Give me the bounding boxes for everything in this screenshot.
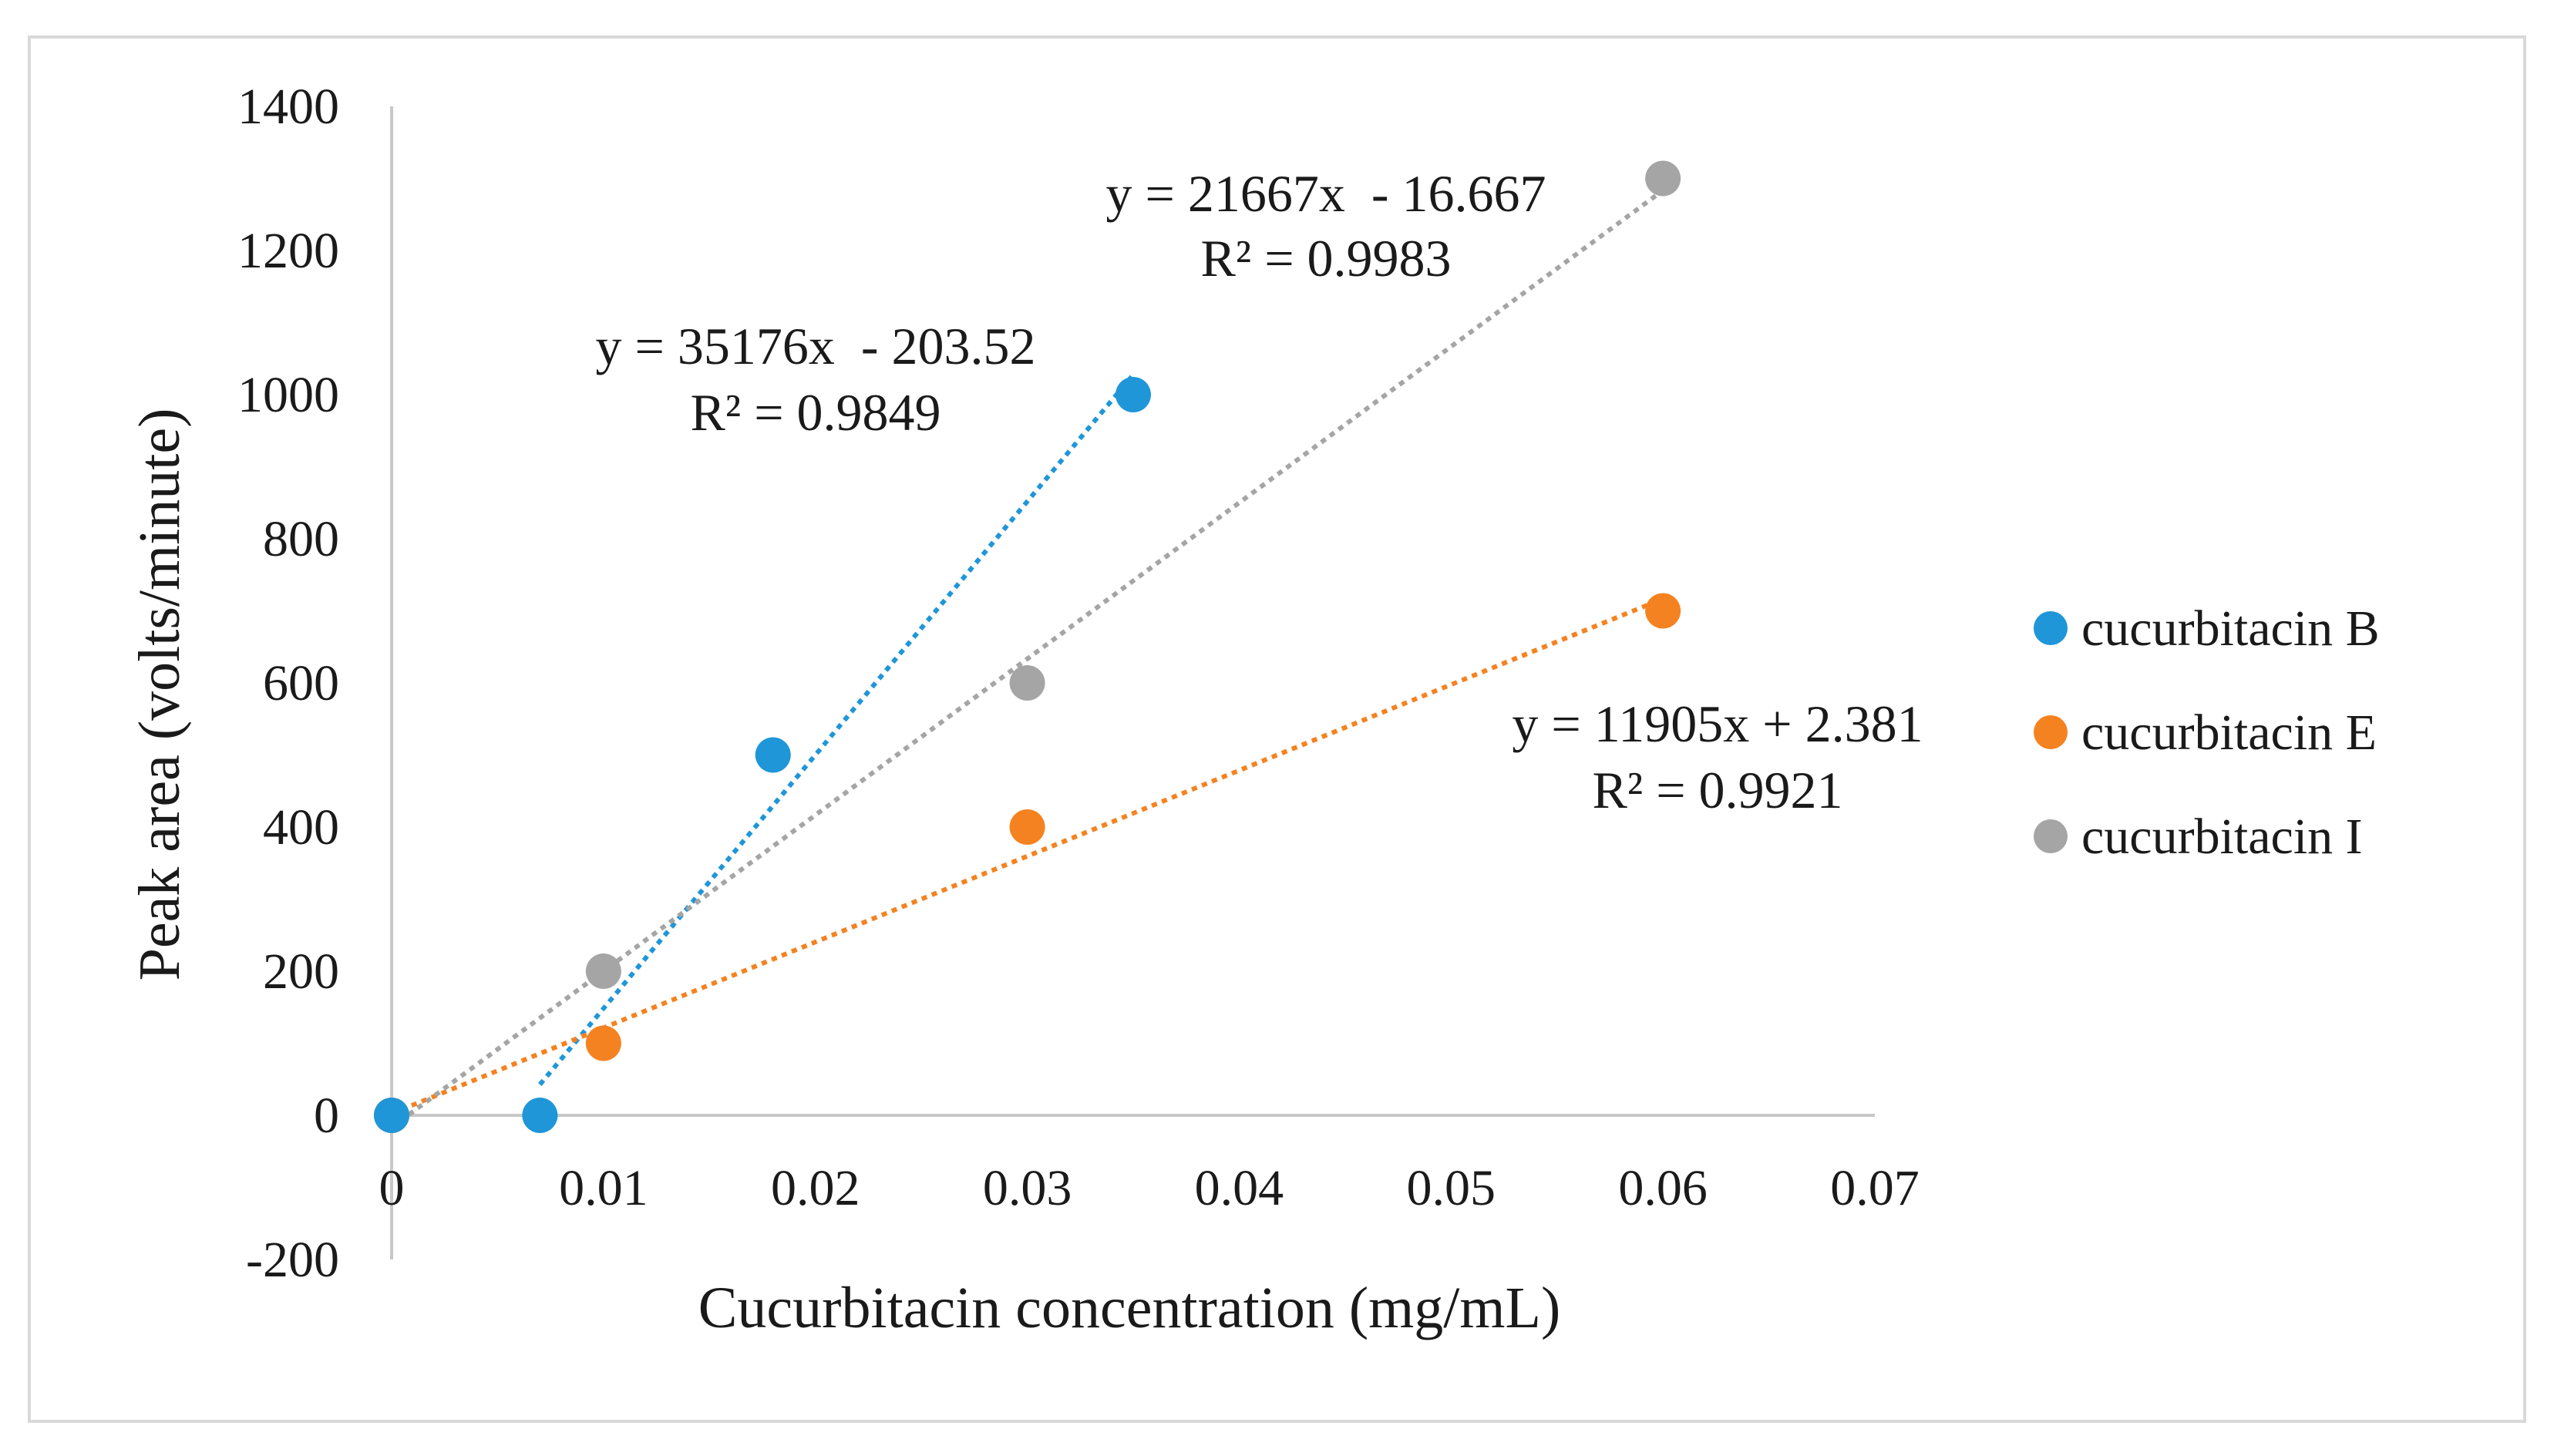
chart-frame — [28, 35, 2526, 1423]
x-tick-label: 0 — [379, 1160, 405, 1216]
data-point-cucurbitacin-b — [374, 1098, 409, 1133]
y-tick-label: 1200 — [237, 223, 339, 279]
trendline-equation-cucurbitacin-e: y = 11905x + 2.381 — [1512, 694, 1923, 753]
y-tick-label: 400 — [263, 799, 339, 856]
legend-label-cucurbitacin-e: cucurbitacin E — [2081, 704, 2377, 761]
x-tick-label: 0.04 — [1195, 1160, 1284, 1216]
x-tick-label: 0.03 — [983, 1160, 1072, 1216]
y-tick-label: -200 — [246, 1232, 339, 1288]
data-point-cucurbitacin-b — [755, 737, 791, 773]
data-point-cucurbitacin-i — [1645, 160, 1681, 197]
trendline-r2-cucurbitacin-b: R² = 0.9849 — [690, 383, 941, 442]
data-point-cucurbitacin-i — [1009, 665, 1045, 701]
legend-marker-cucurbitacin-b — [2034, 611, 2068, 645]
x-tick-label: 0.07 — [1830, 1160, 1920, 1216]
data-point-cucurbitacin-e — [1009, 809, 1045, 845]
y-tick-label: 1000 — [237, 367, 339, 423]
y-tick-label: 1400 — [237, 79, 339, 135]
trendline-equation-cucurbitacin-i: y = 21667x - 16.667 — [1106, 164, 1546, 223]
trendline-r2-cucurbitacin-i: R² = 0.9983 — [1200, 229, 1451, 288]
legend-label-cucurbitacin-i: cucurbitacin I — [2081, 809, 2363, 865]
data-point-cucurbitacin-e — [585, 1025, 621, 1061]
trendline-cucurbitacin-b — [538, 373, 1136, 1086]
legend-label-cucurbitacin-b: cucurbitacin B — [2081, 600, 2380, 657]
y-tick-label: 0 — [314, 1088, 339, 1144]
data-point-cucurbitacin-e — [1645, 593, 1681, 629]
y-axis-title: Peak area (volts/minute) — [127, 409, 192, 981]
x-tick-label: 0.01 — [559, 1160, 648, 1216]
x-tick-label: 0.06 — [1618, 1160, 1708, 1216]
x-axis-title: Cucurbitacin concentration (mg/mL) — [698, 1276, 1561, 1340]
legend-marker-cucurbitacin-i — [2034, 819, 2068, 853]
trendline-r2-cucurbitacin-e: R² = 0.9921 — [1592, 761, 1842, 819]
data-point-cucurbitacin-b — [522, 1098, 558, 1133]
y-tick-label: 600 — [263, 655, 339, 711]
x-tick-label: 0.02 — [771, 1160, 860, 1216]
data-point-cucurbitacin-b — [1115, 377, 1151, 412]
x-tick-label: 0.05 — [1407, 1160, 1496, 1216]
data-point-cucurbitacin-i — [585, 953, 621, 989]
y-tick-label: 800 — [263, 511, 339, 567]
legend-marker-cucurbitacin-e — [2034, 715, 2068, 749]
trendline-equation-cucurbitacin-b: y = 35176x - 203.52 — [596, 317, 1036, 375]
y-tick-label: 200 — [263, 943, 339, 1000]
